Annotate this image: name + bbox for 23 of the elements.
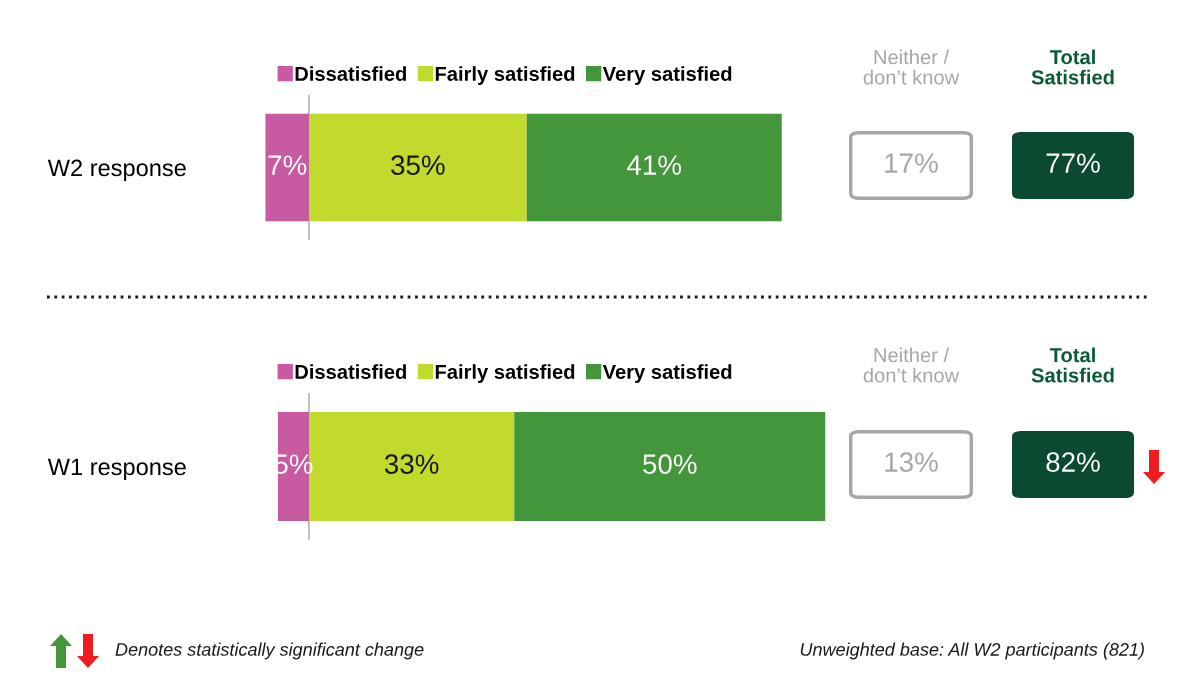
data-label: 33% bbox=[384, 454, 439, 474]
legend-label: Fairly satisfied bbox=[435, 364, 575, 383]
text: 77% bbox=[1046, 153, 1100, 173]
legend-label: Dissatisfied bbox=[295, 364, 406, 379]
y-tick-label: W1 response bbox=[47, 458, 186, 480]
data-label: 35% bbox=[391, 155, 445, 175]
text: Unweighted base: All W2 participants (821) bbox=[800, 642, 1144, 660]
text: Total Satisfied bbox=[1031, 49, 1114, 85]
legend-label: Fairly satisfied bbox=[435, 66, 575, 85]
legend-label: Dissatisfied bbox=[295, 66, 406, 81]
text: 17% bbox=[885, 153, 938, 173]
legend-label: Very satisfied bbox=[602, 66, 732, 85]
text: Neither / don’t know bbox=[863, 49, 960, 85]
text: Denotes statistically significant change bbox=[115, 642, 424, 660]
text: Neither / don’t know bbox=[863, 347, 960, 383]
text: 13% bbox=[885, 452, 938, 472]
data-label: 50% bbox=[643, 454, 697, 474]
data-label: 41% bbox=[627, 155, 682, 175]
legend-label: Very satisfied bbox=[602, 364, 732, 383]
text: Total Satisfied bbox=[1031, 347, 1114, 383]
data-label: 7% bbox=[268, 155, 307, 175]
text: 82% bbox=[1046, 452, 1100, 472]
y-tick-label: W2 response bbox=[47, 159, 186, 181]
